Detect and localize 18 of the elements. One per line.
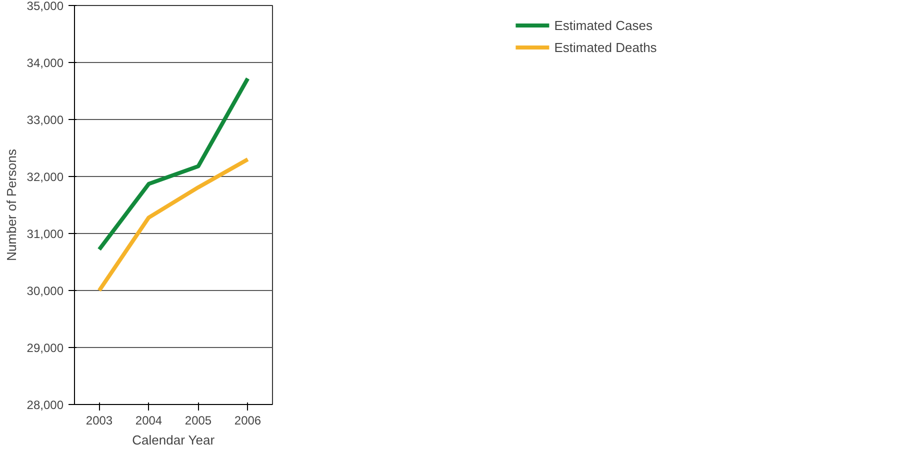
x-tick-label: 2006 [234,414,262,428]
y-tick-label: 34,000 [26,56,64,70]
x-tick-label: 2005 [184,414,212,428]
y-tick-label: 30,000 [26,284,64,298]
y-axis-title: Number of Persons [4,148,19,261]
x-axis-title: Calendar Year [132,432,216,448]
legend-label: Estimated Cases [554,18,652,32]
y-tick-label: 31,000 [26,227,64,241]
line-series [97,157,250,292]
y-tick-label: 28,000 [26,398,64,412]
y-tick-label: 33,000 [26,113,64,127]
x-tick-label: 2004 [135,414,162,428]
y-tick-label: 32,000 [26,170,64,184]
x-tick-label: 2003 [86,414,113,428]
line-series [97,76,250,252]
legend-label: Estimated Deaths [554,40,657,54]
y-tick-label: 29,000 [26,341,64,355]
y-tick-label: 35,000 [26,0,64,13]
